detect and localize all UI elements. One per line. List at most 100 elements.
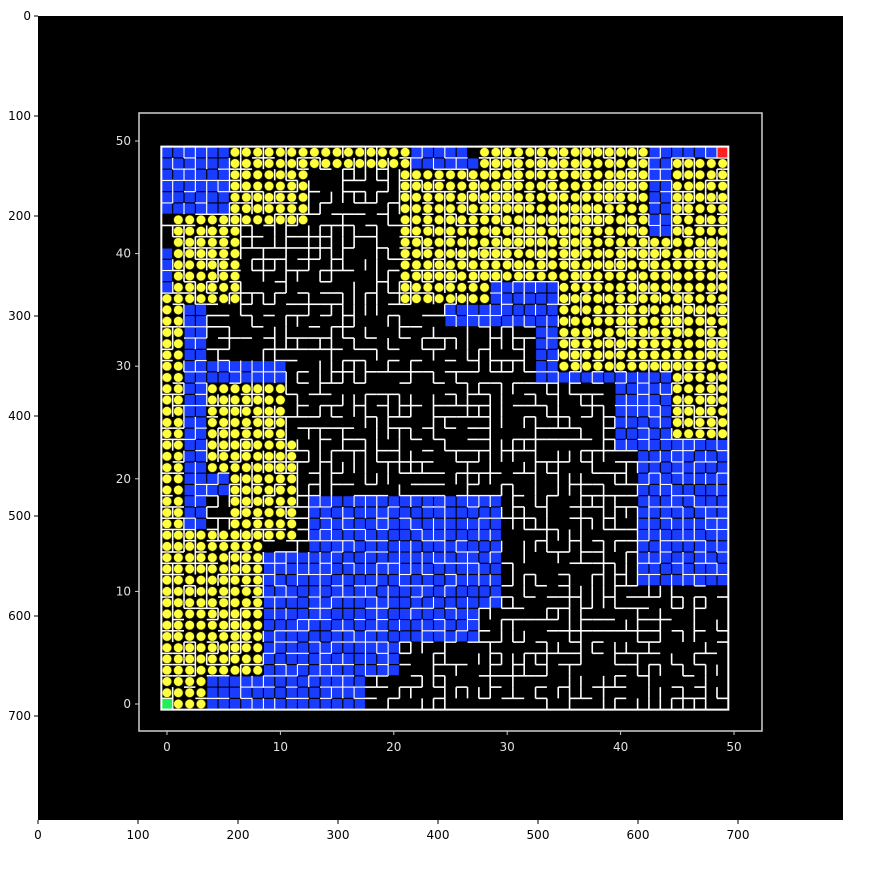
visited-cell	[638, 417, 649, 428]
frontier-cell	[479, 192, 490, 203]
visited-cell	[388, 541, 399, 552]
visited-cell	[309, 563, 320, 574]
visited-cell	[422, 597, 433, 608]
frontier-cell	[275, 383, 286, 394]
frontier-cell	[161, 349, 173, 361]
frontier-cell	[570, 327, 581, 338]
frontier-cell	[558, 169, 569, 180]
frontier-cell	[490, 158, 501, 169]
frontier-cell	[694, 271, 706, 282]
frontier-cell	[468, 237, 479, 248]
frontier-cell	[161, 361, 173, 372]
visited-cell	[366, 541, 377, 552]
frontier-cell	[218, 541, 229, 552]
frontier-cell	[161, 687, 173, 698]
frontier-cell	[195, 282, 207, 293]
visited-cell	[445, 158, 456, 169]
visited-cell	[400, 541, 411, 552]
frontier-cell	[411, 237, 422, 248]
visited-cell	[207, 180, 218, 192]
frontier-cell	[706, 214, 717, 225]
frontier-cell	[672, 338, 683, 349]
frontier-cell	[286, 507, 297, 518]
visited-cell	[649, 214, 660, 225]
frontier-cell	[229, 237, 241, 248]
frontier-cell	[218, 383, 229, 394]
frontier-cell	[400, 271, 411, 282]
frontier-cell	[581, 282, 592, 293]
frontier-cell	[683, 316, 694, 327]
frontier-cell	[229, 214, 241, 225]
visited-cell	[320, 586, 331, 597]
frontier-cell	[218, 293, 229, 304]
visited-cell	[184, 484, 195, 496]
frontier-cell	[694, 293, 706, 304]
visited-cell	[343, 631, 354, 642]
frontier-cell	[615, 147, 626, 158]
frontier-cell	[615, 259, 626, 270]
visited-cell	[297, 586, 309, 597]
frontier-cell	[626, 169, 638, 180]
frontier-cell	[207, 214, 218, 225]
visited-cell	[366, 496, 377, 507]
frontier-cell	[468, 192, 479, 203]
visited-cell	[309, 530, 320, 541]
visited-cell	[683, 552, 694, 563]
frontier-cell	[706, 192, 717, 203]
frontier-cell	[604, 147, 615, 158]
visited-cell	[207, 169, 218, 180]
visited-cell	[320, 620, 331, 631]
frontier-cell	[626, 282, 638, 293]
frontier-cell	[173, 608, 184, 619]
outer-y-tick-label: 300	[8, 309, 31, 323]
frontier-cell	[468, 203, 479, 214]
frontier-cell	[207, 462, 218, 473]
frontier-cell	[218, 563, 229, 574]
visited-cell	[547, 304, 558, 315]
frontier-cell	[229, 271, 241, 282]
frontier-cell	[638, 338, 649, 349]
frontier-cell	[229, 608, 241, 619]
visited-cell	[456, 147, 467, 158]
frontier-cell	[468, 180, 479, 192]
visited-cell	[660, 394, 672, 406]
frontier-cell	[207, 642, 218, 653]
visited-cell	[445, 147, 456, 158]
visited-cell	[161, 282, 173, 293]
frontier-cell	[377, 158, 388, 169]
frontier-cell	[332, 158, 343, 169]
visited-cell	[195, 473, 207, 484]
visited-cell	[286, 665, 297, 676]
visited-cell	[434, 518, 445, 529]
frontier-cell	[411, 271, 422, 282]
frontier-cell	[672, 169, 683, 180]
frontier-cell	[558, 304, 569, 315]
frontier-cell	[252, 552, 263, 563]
visited-cell	[694, 518, 706, 529]
visited-cell	[649, 462, 660, 473]
outer-y-tick-label: 200	[8, 209, 31, 223]
frontier-cell	[638, 361, 649, 372]
frontier-cell	[536, 237, 547, 248]
frontier-cell	[184, 271, 195, 282]
frontier-cell	[638, 327, 649, 338]
frontier-cell	[558, 349, 569, 361]
visited-cell	[660, 563, 672, 574]
frontier-cell	[592, 226, 603, 237]
frontier-cell	[626, 304, 638, 315]
frontier-cell	[173, 248, 184, 259]
visited-cell	[649, 417, 660, 428]
frontier-cell	[207, 417, 218, 428]
frontier-cell	[615, 327, 626, 338]
frontier-cell	[241, 147, 252, 158]
outer-x-tick-label: 100	[127, 828, 150, 842]
frontier-cell	[445, 271, 456, 282]
frontier-cell	[570, 214, 581, 225]
frontier-cell	[445, 203, 456, 214]
frontier-cell	[241, 597, 252, 608]
frontier-cell	[513, 248, 524, 259]
frontier-cell	[694, 282, 706, 293]
visited-cell	[309, 507, 320, 518]
frontier-cell	[581, 192, 592, 203]
frontier-cell	[252, 158, 263, 169]
